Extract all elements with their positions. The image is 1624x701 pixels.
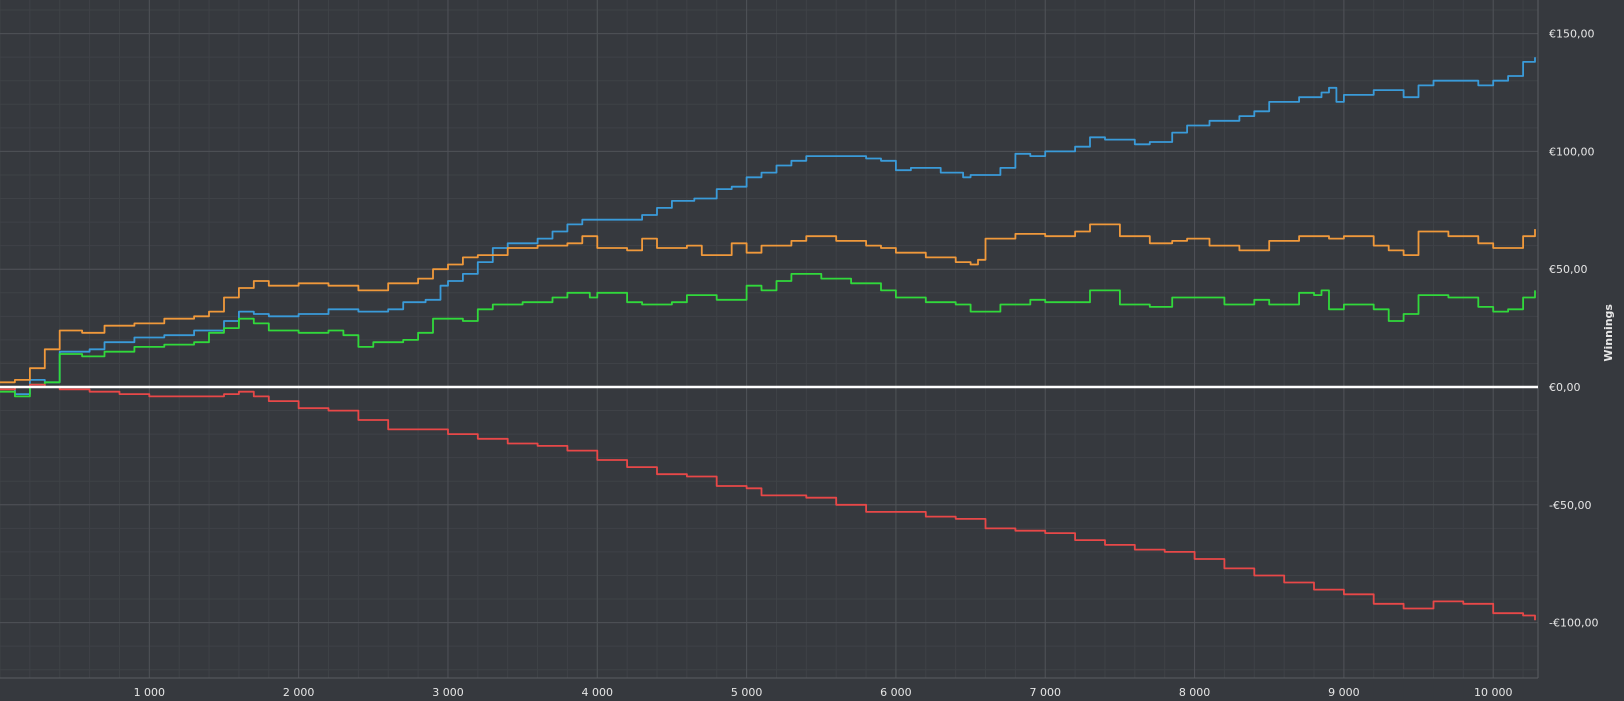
x-tick-label: 5 000	[731, 686, 763, 699]
y-tick-label: €50,00	[1549, 263, 1588, 276]
y-tick-label: €150,00	[1549, 28, 1595, 41]
x-tick-label: 4 000	[582, 686, 614, 699]
x-tick-label: 9 000	[1328, 686, 1360, 699]
y-tick-label: €0,00	[1549, 381, 1581, 394]
x-tick-label: 1 000	[134, 686, 166, 699]
y-axis-title: Winnings	[1602, 304, 1615, 362]
series-line-1	[0, 57, 1536, 395]
y-tick-label: -€100,00	[1549, 617, 1598, 630]
series-line-2	[0, 223, 1536, 384]
x-tick-label: 3 000	[432, 686, 464, 699]
series-group	[0, 57, 1536, 621]
y-tick-label: €100,00	[1549, 145, 1595, 158]
series-line-3	[0, 273, 1536, 398]
y-tick-label: -€50,00	[1549, 499, 1591, 512]
x-tick-label: 6 000	[880, 686, 912, 699]
x-tick-label: 8 000	[1179, 686, 1211, 699]
plot-area	[0, 0, 1538, 678]
x-tick-label: 10 000	[1474, 686, 1513, 699]
x-tick-label: 2 000	[283, 686, 315, 699]
x-tick-label: 7 000	[1029, 686, 1061, 699]
series-line-4	[0, 383, 1536, 621]
